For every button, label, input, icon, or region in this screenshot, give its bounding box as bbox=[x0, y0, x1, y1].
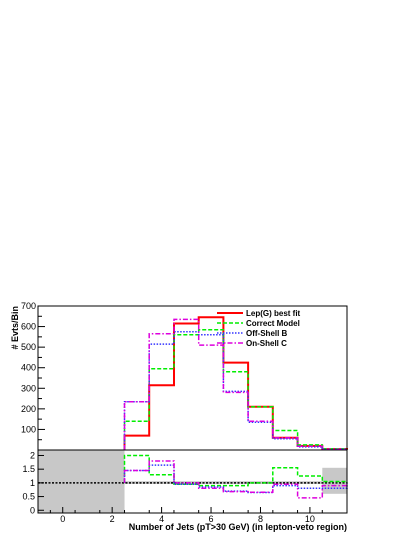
x-axis-label: Number of Jets (pT>30 GeV) (in lepton-ve… bbox=[129, 522, 347, 532]
y-tick-label: 700 bbox=[21, 301, 36, 311]
ratio-y-tick-label: 1.5 bbox=[22, 464, 35, 474]
ratio-panel: 0 0.5 1 1.5 2 0 2 4 6 8 10 Number of Jets (pT>30 G… bbox=[22, 449, 348, 532]
ratio-y-tick-label: 0 bbox=[30, 505, 35, 515]
main-series-group bbox=[123, 316, 348, 451]
ratio-series-group bbox=[123, 454, 348, 499]
legend-label-off-shell-b: Off-Shell B bbox=[246, 329, 288, 338]
x-tick-label: 2 bbox=[110, 514, 115, 524]
y-tick-label: 600 bbox=[21, 322, 36, 332]
x-tick-label: 4 bbox=[159, 514, 164, 524]
uncertainty-band-segment bbox=[38, 450, 125, 513]
legend-label-lep-g-best-fit: Lep(G) best fit bbox=[246, 309, 301, 318]
y-axis-label: # Evts/Bin bbox=[10, 306, 20, 350]
y-tick-label: 300 bbox=[21, 383, 36, 393]
series-line-off-shell-b bbox=[123, 330, 348, 451]
ratio-y-tick-label: 1 bbox=[30, 478, 35, 488]
y-tick-label: 500 bbox=[21, 342, 36, 352]
x-tick-label: 0 bbox=[60, 514, 65, 524]
ratio-y-tick-label: 2 bbox=[30, 450, 35, 460]
y-tick-label: 400 bbox=[21, 363, 36, 373]
x-tick-label: 8 bbox=[258, 514, 263, 524]
series-line-correct-model bbox=[123, 328, 348, 450]
legend-label-correct-model: Correct Model bbox=[246, 319, 300, 328]
ratio-plot-frame bbox=[37, 449, 348, 514]
series-line-lep-g-best-fit bbox=[123, 316, 348, 450]
ratio-y-tick-label: 0.5 bbox=[22, 492, 35, 502]
uncertainty-band-segment bbox=[124, 481, 323, 484]
uncertainty-band bbox=[38, 450, 347, 513]
ratio-line-correct-model bbox=[123, 454, 348, 487]
x-tick-label: 6 bbox=[209, 514, 214, 524]
x-tick-label: 10 bbox=[305, 514, 315, 524]
y-tick-label: 200 bbox=[21, 404, 36, 414]
legend-label-on-shell-c: On-Shell C bbox=[246, 339, 287, 348]
y-tick-label: 100 bbox=[21, 424, 36, 434]
